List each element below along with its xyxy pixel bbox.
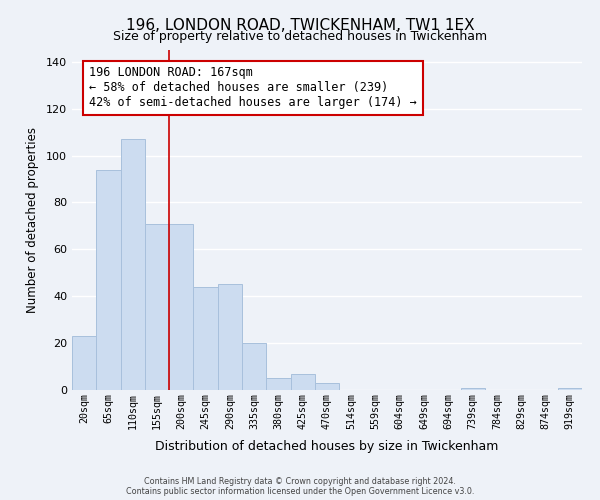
Bar [193,287,218,390]
Bar [290,374,315,390]
Bar [242,343,266,390]
Bar [169,224,193,390]
Bar [558,388,582,390]
Bar [72,336,96,390]
Bar [315,383,339,390]
Bar [96,170,121,390]
Bar [461,388,485,390]
Bar [121,139,145,390]
Text: 196, LONDON ROAD, TWICKENHAM, TW1 1EX: 196, LONDON ROAD, TWICKENHAM, TW1 1EX [125,18,475,32]
Y-axis label: Number of detached properties: Number of detached properties [26,127,39,313]
Bar [145,224,169,390]
Bar [218,284,242,390]
Text: Size of property relative to detached houses in Twickenham: Size of property relative to detached ho… [113,30,487,43]
Text: Contains HM Land Registry data © Crown copyright and database right 2024.
Contai: Contains HM Land Registry data © Crown c… [126,476,474,496]
Text: 196 LONDON ROAD: 167sqm
← 58% of detached houses are smaller (239)
42% of semi-d: 196 LONDON ROAD: 167sqm ← 58% of detache… [89,66,417,110]
X-axis label: Distribution of detached houses by size in Twickenham: Distribution of detached houses by size … [155,440,499,453]
Bar [266,378,290,390]
